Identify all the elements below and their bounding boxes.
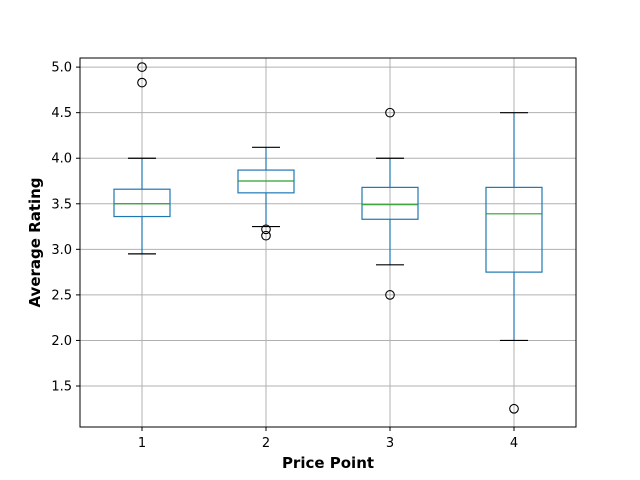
x-tick-label: 2 <box>262 436 270 451</box>
box-2 <box>237 146 295 241</box>
y-tick-label: 1.5 <box>51 380 72 395</box>
boxes <box>113 62 543 414</box>
x-axis-title: Price Point <box>282 454 374 472</box>
x-tick-label: 1 <box>138 436 146 451</box>
y-tick-label: 3.5 <box>51 197 72 212</box>
x-tick-label: 3 <box>386 436 394 451</box>
outlier-point <box>385 290 395 300</box>
outlier-point <box>137 62 147 72</box>
outlier-point <box>261 224 271 235</box>
iqr-box <box>113 188 171 218</box>
outlier-point <box>509 403 519 414</box>
iqr-box <box>485 186 543 273</box>
y-tick-label: 2.0 <box>51 334 72 349</box>
box-1 <box>113 62 171 255</box>
outlier-point <box>261 230 271 241</box>
box-4 <box>485 112 543 414</box>
iqr-box <box>361 186 419 220</box>
y-tick-label: 5.0 <box>51 61 72 76</box>
y-tick-label: 2.5 <box>51 288 72 303</box>
outlier-point <box>137 77 147 88</box>
x-tick-label: 4 <box>510 436 518 451</box>
plot-area-frame <box>79 57 577 428</box>
outlier-point <box>385 107 395 118</box>
grid-lines <box>80 58 576 427</box>
axis-ticks: 1.5 2.0 2.5 3.0 3.5 4.0 4.5 5.0 1 2 3 4 <box>51 61 518 451</box>
box-3 <box>361 107 419 300</box>
y-tick-label: 3.0 <box>51 243 72 258</box>
y-axis-title: Average Rating <box>26 177 44 307</box>
y-tick-label: 4.5 <box>51 106 72 121</box>
y-tick-label: 4.0 <box>51 152 72 167</box>
